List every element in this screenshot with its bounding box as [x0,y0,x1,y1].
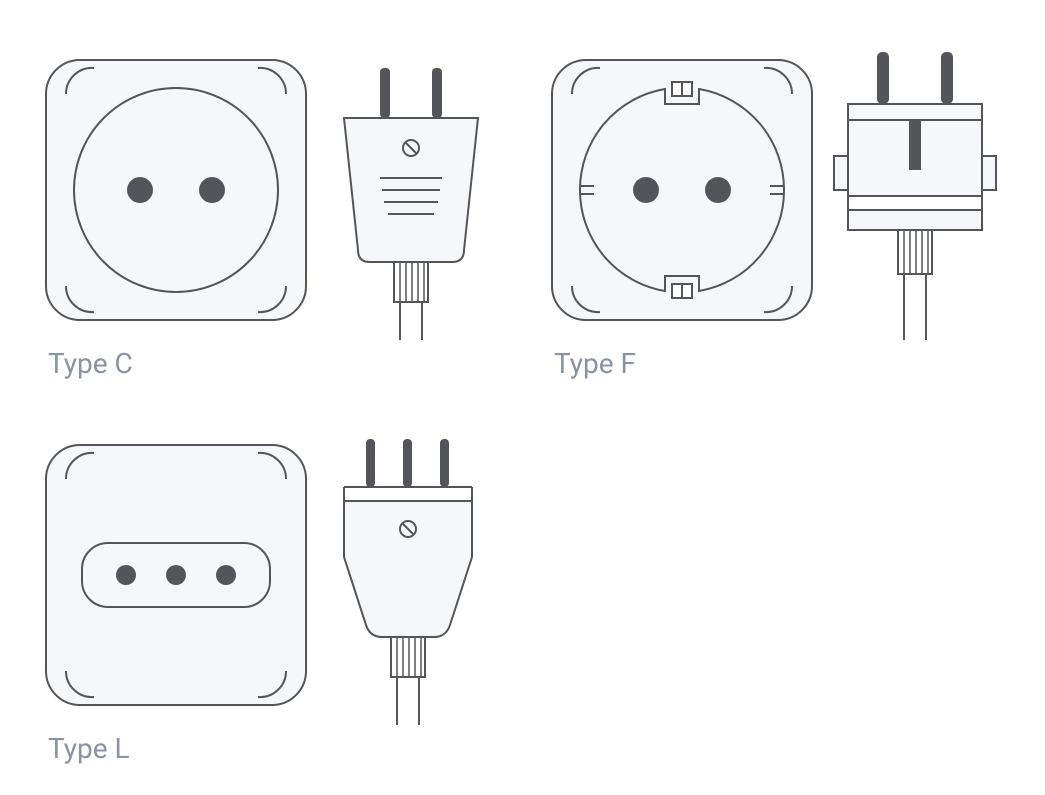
diagram-type-c [44,40,514,340]
diagram-type-f [550,40,1020,340]
cell-type-c: Type C [44,40,514,380]
cell-type-l: Type L [44,425,514,765]
plug-type-infographic: Type C [0,0,1045,795]
cell-type-f: Type F [550,40,1020,380]
diagram-type-l [44,425,514,725]
label-type-c: Type C [48,347,133,380]
label-type-l: Type L [48,732,130,765]
label-type-f: Type F [554,347,636,380]
